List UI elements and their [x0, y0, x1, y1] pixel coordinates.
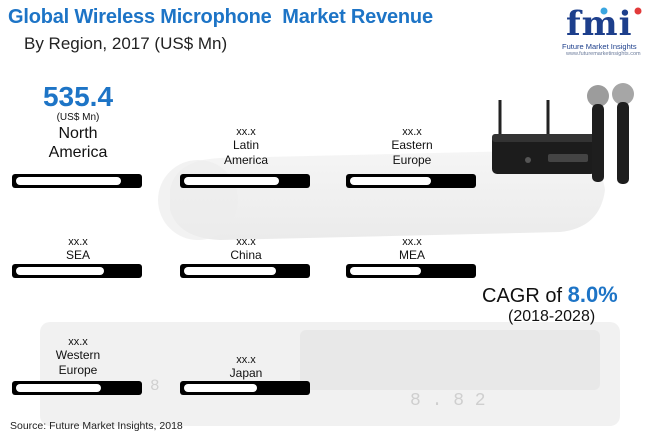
- region-name: Latin: [232, 138, 260, 152]
- region-name: Europe: [392, 153, 432, 167]
- region-bar: [346, 264, 476, 278]
- region-block: xx.x Latin America: [180, 126, 312, 168]
- region-bar-fill: [350, 177, 431, 185]
- region-block: 535.4 (US$ Mn) North America: [12, 82, 144, 162]
- region-name: Eastern: [391, 138, 433, 152]
- region-name: Japan: [229, 366, 263, 380]
- region-name: North: [58, 125, 98, 142]
- logo-url: www.futuremarketinsights.com: [566, 51, 641, 57]
- region-name: America: [223, 153, 268, 167]
- svg-text:8: 8: [150, 377, 160, 395]
- region-block: xx.x China: [180, 236, 312, 263]
- region-bar: [346, 174, 476, 188]
- region-bar-fill: [16, 267, 104, 275]
- region-block: xx.x Japan: [180, 354, 312, 381]
- region-bar-fill: [184, 267, 276, 275]
- region-value: xx.x: [402, 126, 422, 138]
- region-bar: [12, 264, 142, 278]
- region-value: xx.x: [236, 354, 256, 366]
- region-bar-fill: [350, 267, 421, 275]
- region-block: xx.x SEA: [12, 236, 144, 263]
- region-name: Europe: [58, 363, 98, 377]
- region-block: xx.x MEA: [346, 236, 478, 263]
- region-name: China: [230, 248, 262, 262]
- region-bar-fill: [16, 177, 121, 185]
- cagr-period: (2018-2028): [508, 308, 596, 325]
- svg-text:8 . 8 2: 8 . 8 2: [410, 391, 486, 411]
- region-block: xx.x Eastern Europe: [346, 126, 478, 168]
- region-bar: [180, 264, 310, 278]
- chart-title: Global Wireless Microphone Market Revenu…: [8, 6, 433, 28]
- cagr-value: 8.0%: [567, 282, 618, 307]
- fmi-logo-icon: [600, 7, 642, 15]
- source-note: Source: Future Market Insights, 2018: [10, 420, 183, 432]
- region-bar: [180, 174, 310, 188]
- cagr-label: CAGR of: [482, 285, 563, 307]
- logo-mark: fmi: [566, 4, 633, 44]
- region-value: xx.x: [236, 126, 256, 138]
- region-bar-fill: [184, 177, 279, 185]
- region-block: xx.x Western Europe: [12, 336, 144, 378]
- region-name: America: [48, 144, 108, 161]
- region-value: xx.x: [236, 236, 256, 248]
- region-bar: [180, 381, 310, 395]
- region-value: xx.x: [68, 236, 88, 248]
- region-unit: (US$ Mn): [56, 112, 100, 123]
- region-name: MEA: [398, 248, 425, 262]
- region-name: Western: [55, 348, 101, 362]
- region-name: SEA: [65, 248, 90, 262]
- region-bar: [12, 381, 142, 395]
- region-bar: [12, 174, 142, 188]
- chart-subtitle: By Region, 2017 (US$ Mn): [24, 34, 228, 53]
- wireless-microphone-receiver-icon: [492, 83, 634, 184]
- region-value: xx.x: [68, 336, 88, 348]
- region-value: xx.x: [402, 236, 422, 248]
- region-bar-fill: [16, 384, 101, 392]
- region-bar-fill: [184, 384, 257, 392]
- cagr-statement: CAGR of 8.0%: [482, 282, 618, 308]
- logo-name: Future Market Insights: [562, 42, 637, 51]
- region-value: 535.4: [42, 81, 114, 112]
